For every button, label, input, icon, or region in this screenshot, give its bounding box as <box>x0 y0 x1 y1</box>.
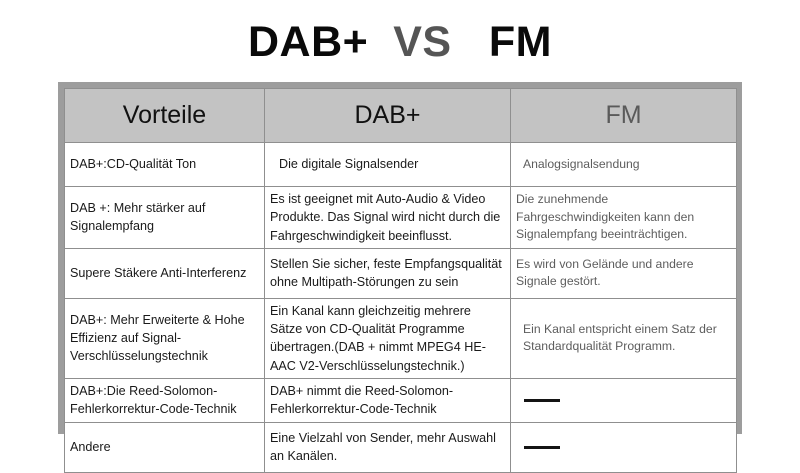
cell-fm: Die zunehmende Fahrgeschwindigkeiten kan… <box>510 186 737 249</box>
column-header-label: DAB+ <box>354 100 421 129</box>
column-header-label: FM <box>605 100 642 129</box>
empty-dash-icon <box>524 445 560 449</box>
cell-fm <box>510 377 737 423</box>
comparison-table: Vorteile DAB+ FM DAB+:CD-Qualität Ton Di… <box>64 88 737 473</box>
cell-dab: Ein Kanal kann gleichzeitig mehrere Sätz… <box>264 297 511 379</box>
cell-advantage: DAB+:CD-Qualität Ton <box>64 142 265 187</box>
table-row: DAB+:CD-Qualität Ton Die digitale Signal… <box>64 142 737 187</box>
comparison-table-frame: Vorteile DAB+ FM DAB+:CD-Qualität Ton Di… <box>58 82 742 473</box>
column-header-label: Vorteile <box>122 100 207 129</box>
column-header-dab: DAB+ <box>264 88 511 143</box>
cell-dab: Eine Vielzahl von Sender, mehr Auswahl a… <box>264 421 511 473</box>
table-row: Andere Eine Vielzahl von Sender, mehr Au… <box>64 421 737 473</box>
title-part-fm: FM <box>488 17 552 66</box>
table-row: DAB +: Mehr stärker auf Signalempfang Es… <box>64 186 737 249</box>
cell-dab: Die digitale Signalsender <box>264 142 511 187</box>
page-title: DAB+ VS FM <box>0 0 800 76</box>
table-body: DAB+:CD-Qualität Ton Die digitale Signal… <box>64 142 737 473</box>
cell-dab: DAB+ nimmt die Reed-Solomon-Fehlerkorrek… <box>264 377 511 423</box>
table-row: Supere Stäkere Anti-Interferenz Stellen … <box>64 247 737 299</box>
cell-advantage: DAB+: Mehr Erweiterte & Hohe Effizienz a… <box>64 297 265 379</box>
cell-dab: Stellen Sie sicher, feste Empfangsqualit… <box>264 247 511 299</box>
title-part-vs: VS <box>393 17 452 66</box>
cell-fm: Ein Kanal entspricht einem Satz der Stan… <box>510 297 737 379</box>
title-part-dab: DAB+ <box>248 17 369 66</box>
title-text: DAB+ VS FM <box>248 17 552 66</box>
cell-fm: Es wird von Gelände und andere Signale g… <box>510 247 737 299</box>
cell-advantage: Supere Stäkere Anti-Interferenz <box>64 247 265 299</box>
cell-fm: Analogsignalsendung <box>510 142 737 187</box>
table-row: DAB+: Mehr Erweiterte & Hohe Effizienz a… <box>64 297 737 379</box>
table-header-row: Vorteile DAB+ FM <box>64 88 737 143</box>
table-row: DAB+:Die Reed-Solomon-Fehlerkorrektur-Co… <box>64 377 737 423</box>
cell-advantage: DAB +: Mehr stärker auf Signalempfang <box>64 186 265 249</box>
cell-advantage: DAB+:Die Reed-Solomon-Fehlerkorrektur-Co… <box>64 377 265 423</box>
empty-dash-icon <box>524 398 560 402</box>
column-header-vorteile: Vorteile <box>64 88 265 143</box>
cell-dab: Es ist geeignet mit Auto-Audio & Video P… <box>264 186 511 249</box>
cell-fm <box>510 421 737 473</box>
column-header-fm: FM <box>510 88 737 143</box>
cell-advantage: Andere <box>64 421 265 473</box>
